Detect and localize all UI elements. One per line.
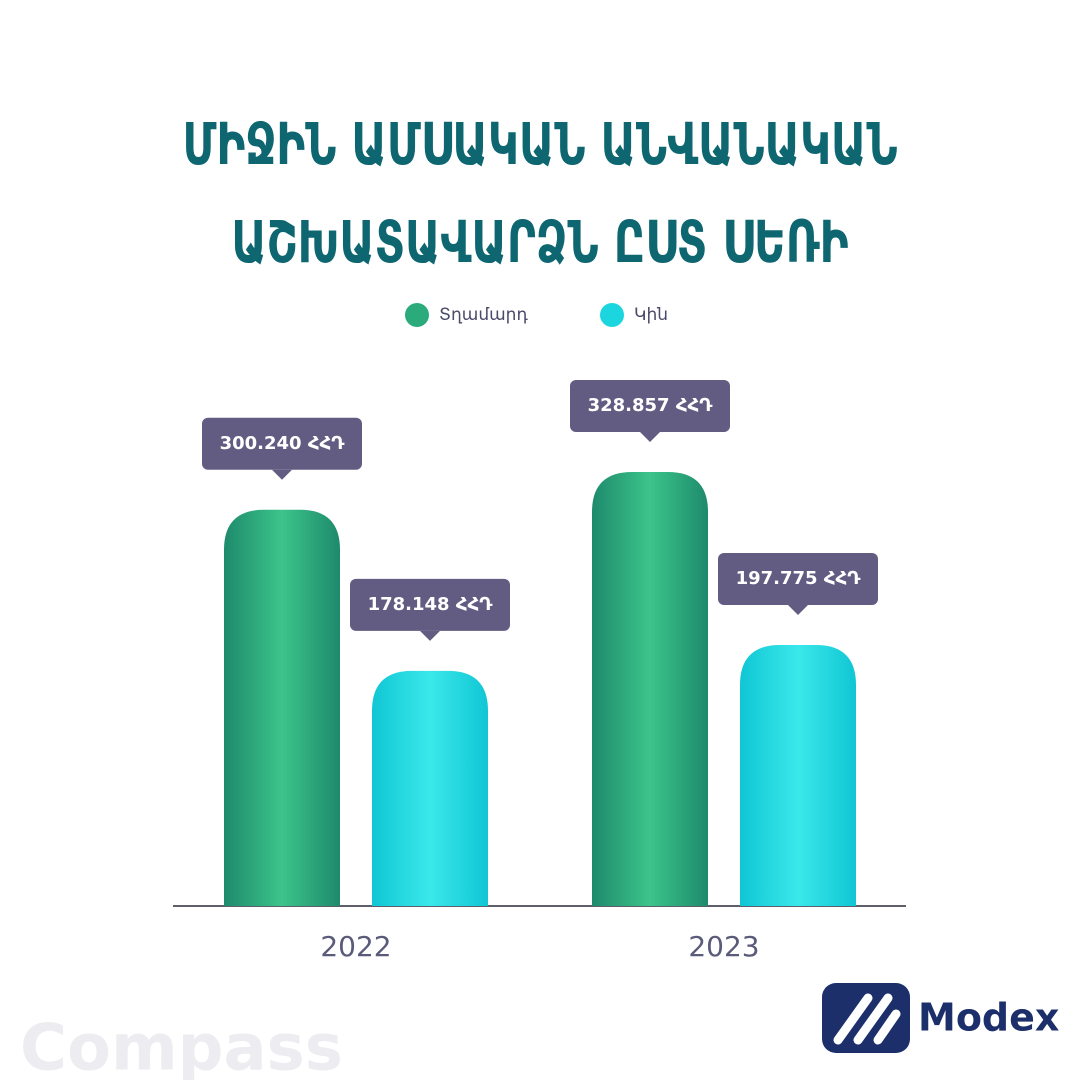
value-label-box xyxy=(202,417,362,470)
value-label: 300.240 ՀՀԴ xyxy=(220,433,346,454)
watermark: Compass xyxy=(20,1012,343,1080)
value-label-pointer xyxy=(420,630,440,641)
bar xyxy=(740,644,856,906)
logo-text: Modex xyxy=(918,996,1059,1040)
value-label-pointer xyxy=(788,604,808,615)
bar xyxy=(592,472,708,906)
value-label-box xyxy=(350,578,510,631)
value-label-pointer xyxy=(272,469,292,480)
legend-label: Տղամարդ xyxy=(439,305,528,325)
value-label: 197.775 ՀՀԴ xyxy=(736,568,862,589)
x-tick-label: 2023 xyxy=(688,930,759,963)
bar xyxy=(224,509,340,906)
logo-mark xyxy=(833,993,901,1045)
legend-label: Կին xyxy=(634,305,668,325)
bar xyxy=(372,670,488,906)
value-label-pointer xyxy=(640,432,660,442)
legend-swatch xyxy=(405,303,429,327)
value-label-box xyxy=(718,552,878,605)
value-label: 328.857 ՀՀԴ xyxy=(588,395,714,416)
legend-swatch xyxy=(600,303,624,327)
x-tick-label: 2022 xyxy=(320,930,391,963)
chart-title: ՄԻՋԻՆ ԱՄՍԱԿԱՆ ԱՆՎԱՆԱԿԱՆ ԱՇԽԱՏԱՎԱՐՁՆ ԸՍՏ … xyxy=(182,110,898,276)
value-label: 178.148 ՀՀԴ xyxy=(368,594,494,615)
value-label-box xyxy=(570,380,730,432)
